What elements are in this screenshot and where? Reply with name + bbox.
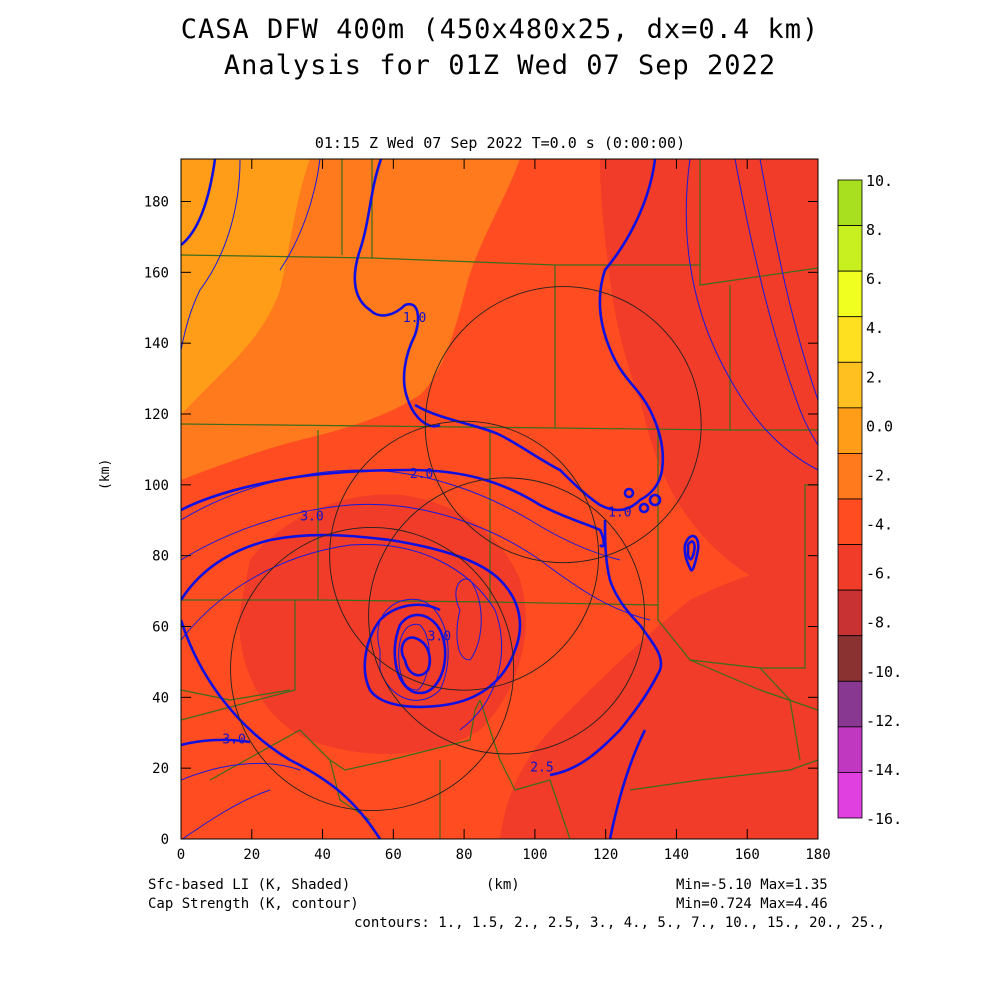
colorbar-swatch	[837, 635, 863, 682]
colorbar-swatch	[837, 316, 863, 363]
y-tick-label: 60	[152, 620, 169, 636]
colorbar-label: -10.	[866, 663, 902, 681]
li-band-minus6-ne	[600, 159, 818, 600]
colorbar-label: -14.	[866, 761, 902, 779]
colorbar-swatch	[837, 225, 863, 272]
shaded-stats-label: Min=-5.10 Max=1.35	[676, 877, 828, 893]
colorbar-label: -4.	[866, 516, 893, 534]
colorbar-label: 4.	[866, 319, 884, 337]
colorbar-swatch	[837, 726, 863, 773]
x-tick-label: 20	[243, 847, 260, 863]
range-ring	[424, 286, 702, 564]
x-tick-label: 120	[593, 847, 618, 863]
colorbar-swatch	[837, 361, 863, 409]
colorbar-swatch	[837, 498, 863, 545]
shaded-field-label: Sfc-based LI (K, Shaded)	[148, 877, 351, 893]
y-tick-label: 120	[144, 407, 169, 423]
colorbar-label: -12.	[866, 712, 902, 730]
y-tick-label: 160	[144, 265, 169, 281]
x-tick-label: 40	[314, 847, 331, 863]
range-ring	[230, 526, 515, 812]
contour-label: 3.0	[428, 630, 451, 645]
range-ring	[368, 477, 646, 755]
contour-label: 3.0	[222, 732, 245, 747]
colorbar-swatch	[837, 680, 863, 728]
x-tick-label: 80	[456, 847, 473, 863]
colorbar-label: 10.	[866, 172, 893, 190]
y-tick-label: 80	[152, 549, 169, 565]
colorbar-swatch	[837, 544, 863, 591]
contour-levels-label: contours: 1., 1.5, 2., 2.5, 3., 4., 5., …	[354, 915, 886, 931]
contour-labels: 1.0 2.0 3.0 1.0 3.0 3.0 2.5	[222, 311, 631, 776]
contour-label: 1.0	[608, 506, 631, 521]
thin-contours	[181, 159, 818, 839]
li-band-minus6-se	[500, 560, 818, 839]
y-tick-label: 20	[152, 761, 169, 777]
colorbar-swatch	[837, 407, 863, 454]
colorbar-label: 0.0	[866, 417, 893, 435]
colorbar-swatch	[837, 453, 863, 500]
colorbar-swatch	[837, 589, 863, 637]
y-tick-label: 140	[144, 336, 169, 352]
x-tick-label: 180	[805, 847, 830, 863]
plot-frame	[180, 158, 819, 840]
range-ring	[329, 420, 600, 691]
li-band-minus6-center	[239, 494, 526, 754]
thick-contours	[181, 159, 700, 839]
colorbar-label: -8.	[866, 614, 893, 632]
y-tick-label: 180	[144, 195, 169, 211]
contour-label: 2.0	[410, 467, 433, 482]
x-tick-label: 160	[735, 847, 760, 863]
contour-field-label: Cap Strength (K, contour)	[148, 896, 359, 912]
range-rings	[230, 286, 702, 812]
colorbar-label: 2.	[866, 368, 884, 386]
x-tick-label: 140	[664, 847, 689, 863]
axis-ticks: 0 20 40 60 80 100 120 140 160 180 0 20 40 60 80 100 120 1…	[144, 159, 831, 863]
shaded-field	[181, 159, 818, 839]
main-subtitle: Analysis for 01Z Wed 07 Sep 2022	[223, 50, 777, 81]
y-tick-label: 100	[144, 478, 169, 494]
colorbar-swatch	[837, 772, 863, 819]
contour-label: 2.5	[530, 761, 553, 776]
colorbar-swatch	[837, 270, 863, 318]
y-tick-label: 0	[161, 832, 169, 848]
main-title: CASA DFW 400m (450x480x25, dx=0.4 km)	[180, 14, 820, 45]
colorbar-label: 6.	[866, 270, 884, 288]
x-tick-label: 100	[522, 847, 547, 863]
li-band-0	[181, 159, 310, 415]
y-tick-label: 40	[152, 690, 169, 706]
contour-stats-label: Min=0.724 Max=4.46	[676, 896, 828, 912]
colorbar: 10. 8. 6. 4. 2. 0.0 -2. -4. -6. -8. -10. -12. -14. -1…	[837, 172, 902, 828]
contour-label: 3.0	[300, 509, 323, 524]
x-axis-label: (km)	[486, 877, 520, 893]
colorbar-label: -2.	[866, 466, 893, 484]
colorbar-swatch	[837, 179, 863, 226]
colorbar-label: -16.	[866, 810, 902, 828]
x-tick-label: 0	[177, 847, 185, 863]
x-tick-label: 60	[385, 847, 402, 863]
colorbar-label: 8.	[866, 221, 884, 239]
plot-time-label: 01:15 Z Wed 07 Sep 2022 T=0.0 s (0:00:00…	[314, 134, 686, 152]
colorbar-label: -6.	[866, 565, 893, 583]
contour-label: 1.0	[403, 311, 426, 326]
